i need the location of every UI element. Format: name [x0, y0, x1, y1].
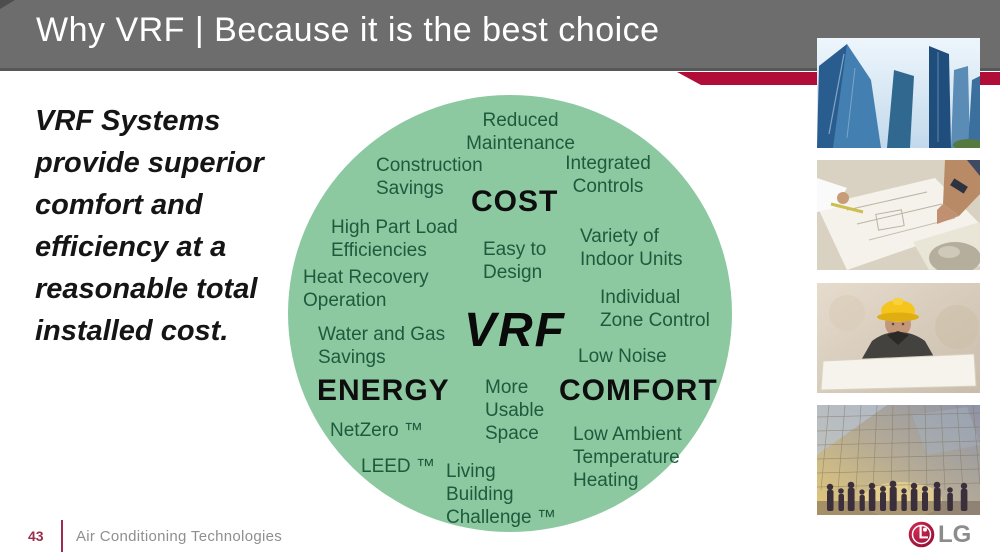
intro-text: VRF Systems provide superior comfort and…	[35, 105, 264, 347]
slide-title: Why VRF | Because it is the best choice	[36, 11, 660, 49]
team-silhouettes-photo	[817, 405, 980, 515]
page-number: 43	[28, 528, 44, 544]
vrf-benefits-circle: Reduced Maintenance Construction Savings…	[288, 95, 732, 532]
worker-illustration	[817, 283, 980, 393]
benefit-variety-indoor-units: Variety of Indoor Units	[580, 226, 683, 270]
benefit-netzero: NetZero ™	[330, 420, 423, 441]
category-energy: ENERGY	[317, 374, 450, 407]
benefit-reduced-maintenance: Reduced Maintenance	[466, 110, 575, 154]
benefit-heat-recovery: Heat Recovery Operation	[303, 267, 429, 311]
header-bar: Why VRF | Because it is the best choice	[0, 0, 1000, 71]
blueprint-review-photo	[817, 160, 980, 270]
footer-divider	[61, 520, 63, 552]
benefit-low-noise: Low Noise	[578, 346, 667, 367]
silhouettes-illustration	[817, 405, 980, 515]
benefit-individual-zone-control: Individual Zone Control	[600, 287, 710, 331]
construction-worker-photo	[817, 283, 980, 393]
benefit-construction-savings: Construction Savings	[376, 155, 483, 199]
center-vrf-label: VRF	[464, 304, 566, 357]
lg-wordmark: LG	[938, 520, 972, 548]
skyscrapers-photo	[817, 38, 980, 148]
lg-logo: LG	[908, 521, 971, 548]
benefit-easy-to-design: Easy to Design	[483, 239, 547, 283]
benefit-living-building-challenge: Living Building Challenge ™	[446, 461, 556, 528]
benefit-low-ambient: Low Ambient Temperature Heating	[573, 424, 682, 491]
corner-accent	[0, 0, 15, 9]
lg-symbol-icon	[908, 521, 935, 548]
benefit-integrated-controls: Integrated Controls	[565, 153, 651, 197]
benefit-more-usable-space: More Usable Space	[485, 377, 545, 444]
benefit-leed: LEED ™	[361, 456, 435, 477]
category-cost: COST	[471, 185, 559, 218]
skyscrapers-illustration	[817, 38, 980, 148]
benefit-high-part-load: High Part Load Efficiencies	[331, 217, 458, 261]
category-comfort: COMFORT	[559, 374, 718, 407]
benefit-water-gas-savings: Water and Gas Savings	[318, 324, 446, 368]
blueprint-illustration	[817, 160, 980, 270]
footer-label: Air Conditioning Technologies	[76, 528, 283, 545]
